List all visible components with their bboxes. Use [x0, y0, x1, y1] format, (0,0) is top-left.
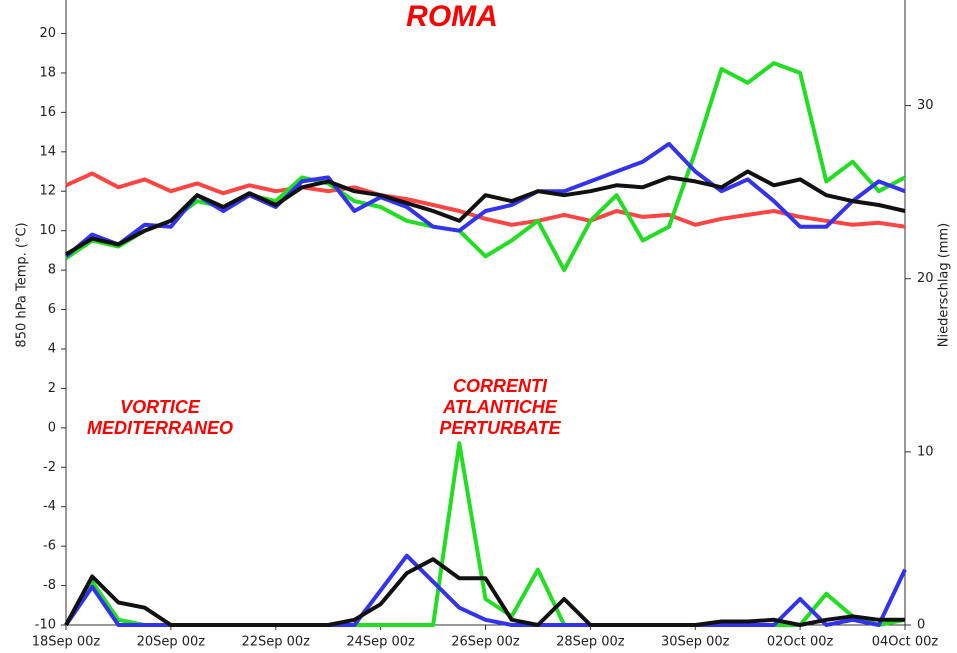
annotation-line: PERTURBATE [439, 418, 561, 438]
y-tick-label: -8 [43, 578, 56, 593]
annotation-line: VORTICE [120, 397, 201, 417]
x-tick-label: 26Sep 00z [451, 635, 520, 650]
x-tick-label: 24Sep 00z [346, 635, 415, 650]
y-axis-label: 850 hPa Temp. (°C) [15, 222, 30, 347]
y-tick-label: 18 [39, 65, 56, 80]
annotation: CORRENTI ATLANTICHE PERTURBATE [439, 376, 561, 438]
x-tick-label: 20Sep 00z [137, 635, 206, 650]
precip-line [64, 557, 905, 627]
y-tick-label: 2 [48, 381, 56, 396]
y-tick-label: -2 [43, 460, 56, 475]
temp-line [65, 171, 906, 229]
y2-tick-label: 30 [917, 98, 934, 113]
x-tick-label: 22Sep 00z [241, 635, 310, 650]
x-tick-label: 04Oct 00z [872, 635, 939, 650]
x-tick-label: 30Sep 00z [661, 635, 730, 650]
precip-line [64, 441, 906, 627]
y-tick-label: 8 [48, 263, 56, 278]
y-tick-label: 20 [39, 26, 56, 41]
y-tick-label: 10 [39, 223, 56, 238]
annotation: VORTICE MEDITERRANEO [87, 397, 233, 438]
y-tick-label: 6 [48, 302, 56, 317]
y-tick-label: 12 [39, 184, 56, 199]
annotation-line: MEDITERRANEO [87, 418, 233, 438]
y2-tick-label: 10 [917, 444, 934, 459]
x-tick-label: 28Sep 00z [556, 635, 625, 650]
y-tick-label: -6 [43, 539, 56, 554]
annotation-line: CORRENTI [453, 376, 548, 396]
x-tick-label: 02Oct 00z [767, 635, 834, 650]
y-tick-label: -10 [35, 618, 56, 633]
y-tick-label: 0 [48, 420, 56, 435]
temp-line [64, 169, 906, 257]
temp-line [64, 61, 906, 273]
x-tick-label: 18Sep 00z [32, 635, 101, 650]
chart-title: ROMA [406, 0, 498, 33]
y-tick-label: 4 [48, 341, 56, 356]
y2-tick-label: 0 [917, 618, 925, 633]
y2-axis-label: Niederschlag (mm) [937, 223, 952, 348]
y-tick-label: 16 [39, 105, 56, 120]
annotation-line: ATLANTICHE [442, 397, 558, 417]
y-tick-label: -4 [43, 499, 56, 514]
y-tick-label: 14 [39, 144, 56, 159]
y2-tick-label: 20 [917, 271, 934, 286]
